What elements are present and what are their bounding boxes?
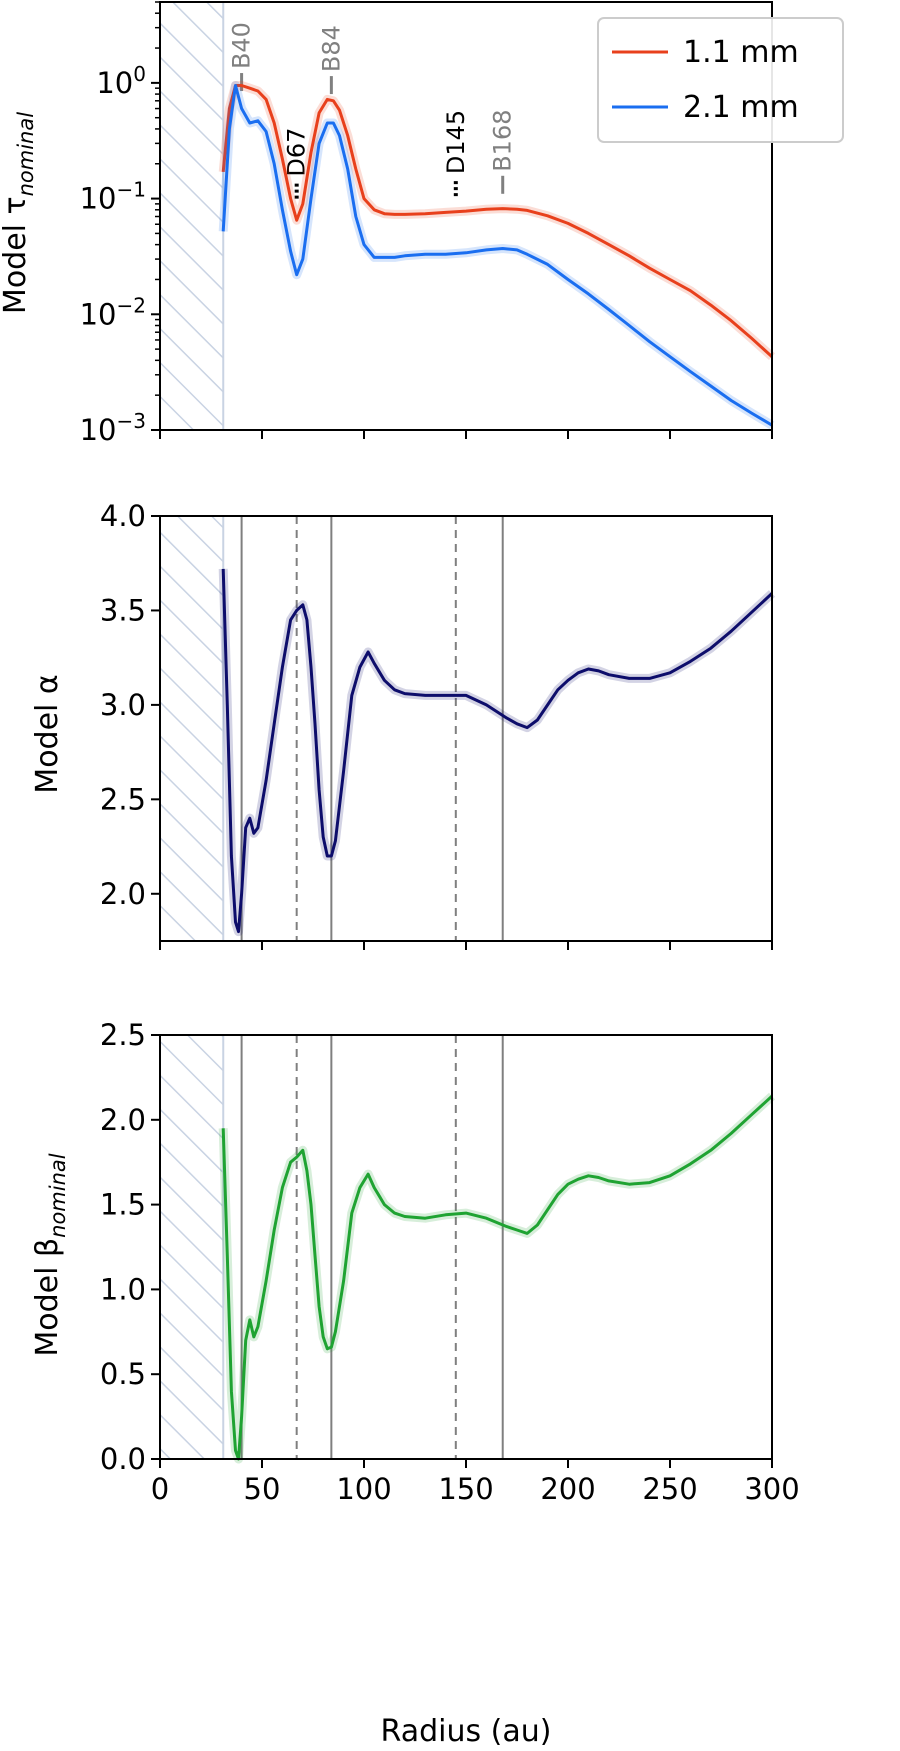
y-tick-label: 10−2 bbox=[80, 293, 146, 331]
series-envelope-1 bbox=[218, 1092, 776, 1464]
series-lines bbox=[218, 1092, 776, 1464]
feature-vlines bbox=[240, 1035, 504, 1459]
feature-label-b84: B84 bbox=[317, 25, 345, 72]
x-tick-label: 150 bbox=[438, 1472, 493, 1506]
x-axis-label: Radius (au) bbox=[381, 1714, 552, 1749]
x-tick-label: 200 bbox=[540, 1472, 595, 1506]
axes-frame bbox=[159, 515, 773, 942]
y-tick-label: 10−3 bbox=[80, 409, 146, 447]
y-tick-label: 2.0 bbox=[100, 877, 146, 911]
x-tick-label: 250 bbox=[642, 1472, 697, 1506]
feature-label-d67: D67 bbox=[283, 128, 311, 177]
x-tick-label: 50 bbox=[244, 1472, 281, 1506]
x-ticks bbox=[159, 941, 773, 950]
legend-label-2: 2.1 mm bbox=[683, 90, 799, 125]
panel-tau: B40 D67 B84 D145 B168 10−3 10−2 10−1 100 Model … bbox=[0, 1, 844, 447]
y-ticks: 0.0 0.5 1.0 1.5 2.0 2.5 bbox=[100, 1018, 160, 1476]
series-lines bbox=[218, 568, 776, 937]
x-ticks: 0 50 100 150 200 250 300 bbox=[151, 1459, 800, 1506]
shaded-region-hatch bbox=[160, 1035, 224, 1459]
x-ticks bbox=[159, 430, 773, 439]
feature-label-d145: D145 bbox=[442, 110, 470, 174]
y-tick-label: 2.5 bbox=[100, 1018, 146, 1052]
shaded-inner-region bbox=[160, 1035, 225, 1459]
series-line-1 bbox=[221, 84, 774, 358]
y-tick-label: 1.5 bbox=[100, 1188, 146, 1222]
y-tick-label: 10−1 bbox=[80, 178, 146, 216]
y-axis-label: Model βnominal bbox=[30, 1153, 70, 1356]
shaded-inner-region bbox=[160, 516, 225, 941]
series-lines bbox=[218, 81, 776, 430]
legend: 1.1 mm 2.1 mm bbox=[597, 17, 844, 143]
y-tick-label: 0.0 bbox=[100, 1442, 146, 1476]
y-tick-label: 0.5 bbox=[100, 1357, 146, 1391]
y-tick-label: 2.5 bbox=[100, 782, 146, 816]
y-ticks: 2.0 2.5 3.0 3.5 4.0 bbox=[100, 499, 160, 911]
feature-label-b40: B40 bbox=[228, 22, 256, 69]
feature-label-b168: B168 bbox=[489, 110, 517, 172]
series-line-1 bbox=[221, 1094, 774, 1461]
shaded-region-hatch bbox=[160, 2, 224, 430]
feature-vlines bbox=[240, 516, 504, 941]
panel-alpha: 2.0 2.5 3.0 3.5 4.0 Model α bbox=[30, 499, 776, 950]
y-tick-label: 3.0 bbox=[100, 688, 146, 722]
shaded-region-hatch bbox=[160, 516, 224, 941]
y-tick-label: 100 bbox=[96, 62, 146, 100]
y-ticks: 10−3 10−2 10−1 100 bbox=[80, 1, 160, 447]
y-axis-label: Model τnominal bbox=[0, 112, 38, 314]
y-tick-label: 3.5 bbox=[100, 593, 146, 627]
y-tick-label: 1.0 bbox=[100, 1272, 146, 1306]
legend-box bbox=[597, 17, 844, 143]
series-line-1 bbox=[221, 568, 774, 934]
legend-label-1: 1.1 mm bbox=[683, 35, 799, 70]
x-tick-label: 0 bbox=[151, 1472, 169, 1506]
series-line-2 bbox=[221, 84, 773, 427]
y-tick-label: 4.0 bbox=[100, 499, 146, 533]
x-tick-label: 100 bbox=[336, 1472, 391, 1506]
feature-markers: B40 D67 B84 D145 B168 bbox=[228, 22, 517, 199]
shaded-inner-region bbox=[160, 2, 225, 430]
y-axis-label: Model α bbox=[30, 674, 65, 793]
series-envelope-1 bbox=[218, 568, 776, 937]
panel-beta: 0 50 100 150 200 250 300 0.0 0.5 1.0 1.5 2.0 2.5 Mo… bbox=[30, 1018, 800, 1749]
axes-frame bbox=[159, 1034, 773, 1460]
y-tick-label: 2.0 bbox=[100, 1103, 146, 1137]
x-tick-label: 300 bbox=[744, 1472, 799, 1506]
